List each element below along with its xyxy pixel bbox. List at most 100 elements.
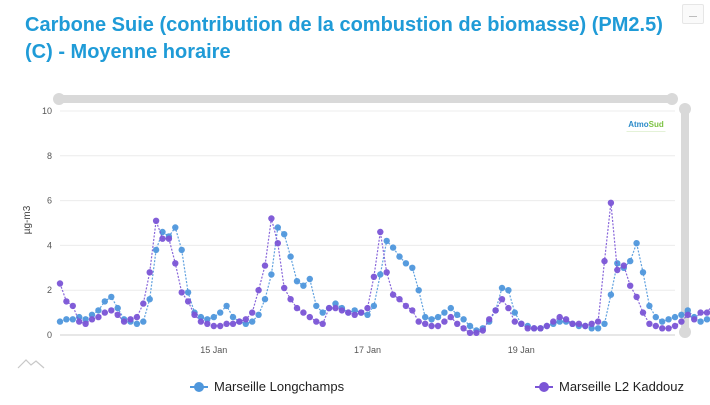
data-point <box>498 296 506 303</box>
data-point <box>607 291 615 298</box>
data-point <box>255 311 262 318</box>
data-point <box>678 318 685 325</box>
scroll-handle-right[interactable] <box>666 93 678 105</box>
data-point <box>703 309 710 316</box>
data-point <box>601 257 608 265</box>
data-point <box>627 282 634 289</box>
legend-marker-icon <box>190 381 208 392</box>
data-point <box>556 313 563 321</box>
data-point <box>229 313 237 321</box>
chart: 0 2 4 6 8 10 15 Jan 17 Jan 19 Jan µg-m3 <box>22 93 710 355</box>
data-point <box>447 313 454 321</box>
data-point <box>69 302 77 310</box>
data-point <box>88 316 96 323</box>
data-point <box>56 318 64 325</box>
data-point <box>332 304 339 312</box>
data-point <box>255 287 262 294</box>
data-point <box>261 262 269 269</box>
data-point <box>441 309 448 316</box>
data-point <box>242 320 249 327</box>
data-point <box>530 325 538 332</box>
data-point <box>242 316 249 323</box>
data-point <box>466 329 474 336</box>
scroll-handle-left[interactable] <box>53 93 65 105</box>
data-point <box>114 304 121 312</box>
data-point <box>120 318 128 325</box>
data-point <box>543 322 551 330</box>
grid <box>60 110 675 336</box>
data-point <box>652 322 659 330</box>
horizontal-scrollbar[interactable] <box>55 95 675 103</box>
y-tick-label: 4 <box>47 240 52 250</box>
data-point <box>351 307 358 314</box>
data-point <box>383 269 390 276</box>
data-point <box>524 325 531 332</box>
data-point <box>261 296 269 303</box>
data-point <box>518 320 525 327</box>
data-point <box>319 309 326 316</box>
data-point <box>146 296 153 303</box>
data-point <box>364 311 371 318</box>
page-title: Carbone Suie (contribution de la combust… <box>25 14 663 63</box>
series-group <box>56 199 710 336</box>
data-point <box>281 284 288 292</box>
vertical-scrollbar[interactable] <box>681 105 689 333</box>
data-point <box>550 318 557 325</box>
menu-button[interactable] <box>682 4 704 24</box>
series-1 <box>56 199 710 336</box>
y-axis-label: µg-m3 <box>22 205 33 234</box>
data-point <box>133 313 141 321</box>
legend-marker-icon <box>535 381 553 392</box>
legend-label: Marseille L2 Kaddouz <box>559 379 685 394</box>
y-tick-label: 2 <box>47 285 52 295</box>
data-point <box>434 322 442 330</box>
data-point <box>569 320 576 327</box>
data-point <box>479 327 486 334</box>
data-point <box>82 320 89 327</box>
data-point <box>415 287 422 294</box>
data-point <box>684 307 691 314</box>
data-point <box>229 320 237 327</box>
data-point <box>588 325 595 332</box>
data-point <box>293 278 301 285</box>
data-point <box>454 311 461 318</box>
data-point <box>409 307 416 314</box>
data-point <box>364 304 371 312</box>
data-point <box>287 253 294 260</box>
data-point <box>511 318 518 325</box>
data-point <box>210 313 217 321</box>
x-tick-label: 17 Jan <box>354 345 381 355</box>
data-point <box>332 300 339 307</box>
data-point <box>236 318 243 325</box>
data-point <box>582 322 589 330</box>
data-point <box>652 313 659 321</box>
legend-item-longchamps[interactable]: Marseille Longchamps <box>190 379 344 394</box>
data-point <box>428 316 435 323</box>
data-point <box>396 253 403 260</box>
data-point <box>172 260 179 267</box>
data-point <box>671 322 679 330</box>
data-point <box>460 316 467 323</box>
data-point <box>172 224 179 231</box>
scroll-handle-top[interactable] <box>679 103 691 115</box>
data-point <box>697 309 704 316</box>
data-point <box>223 320 230 327</box>
data-point <box>588 320 595 327</box>
menu-icon <box>689 16 697 17</box>
data-point <box>274 240 281 247</box>
data-point <box>409 264 416 271</box>
data-point <box>639 309 647 316</box>
y-tick-label: 0 <box>47 330 52 340</box>
data-point <box>223 302 230 310</box>
data-point <box>665 316 672 323</box>
data-point <box>428 322 435 330</box>
data-point <box>614 260 621 267</box>
legend-item-kaddouz[interactable]: Marseille L2 Kaddouz <box>535 379 684 394</box>
scroll-handle-bottom[interactable] <box>679 326 691 338</box>
y-tick-label: 6 <box>47 196 52 206</box>
data-point <box>108 293 115 301</box>
data-point <box>338 307 346 314</box>
data-point <box>639 269 647 276</box>
data-point <box>697 318 704 325</box>
data-point <box>460 325 467 332</box>
